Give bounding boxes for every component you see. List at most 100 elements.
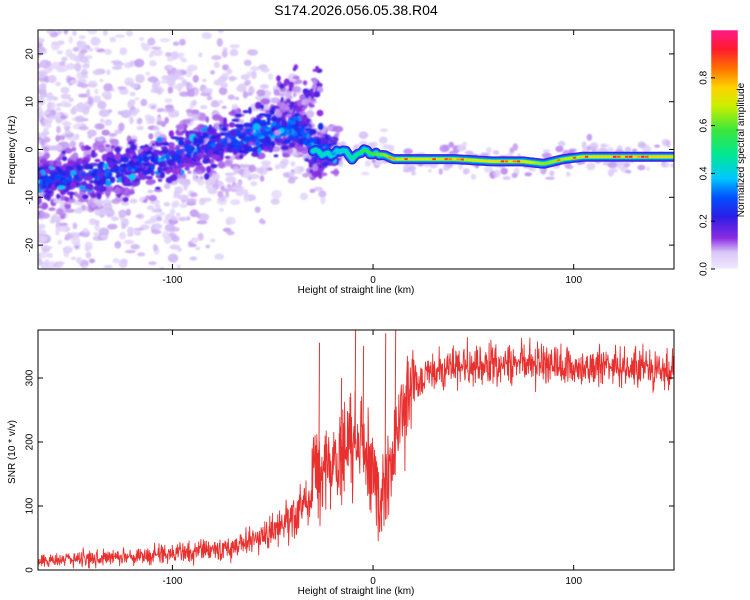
spectrogram-blob xyxy=(129,153,134,158)
spectrogram-blob xyxy=(87,30,98,35)
spectrogram-blob xyxy=(56,160,62,167)
spectrogram-blob xyxy=(50,145,58,151)
spectrogram-blob xyxy=(135,74,145,84)
spectrogram-blob xyxy=(293,92,297,98)
spectrogram-blob xyxy=(206,96,213,101)
spectrogram-blob xyxy=(75,115,85,123)
spectrogram-blob xyxy=(38,38,45,43)
spectrogram-blob xyxy=(148,115,156,125)
spectrogram-blob xyxy=(82,63,90,69)
spectrogram-blob xyxy=(69,170,77,176)
spectrogram-blob xyxy=(104,119,113,126)
spectrogram-blob xyxy=(101,154,107,162)
spectrogram-blob xyxy=(48,207,56,212)
spectrogram-blob xyxy=(157,170,162,174)
spectrogram-blob xyxy=(322,162,330,167)
spectrogram-blob xyxy=(311,84,317,90)
spectrogram-blob xyxy=(295,146,305,151)
spectrogram-blob xyxy=(39,59,51,69)
spectrogram-blob xyxy=(250,181,258,187)
spectrogram-blob xyxy=(283,138,291,145)
spectrogram-blob xyxy=(232,147,238,155)
spectrogram-blob xyxy=(184,162,191,168)
spectrogram-blob xyxy=(127,165,132,172)
spectrogram-blob xyxy=(637,141,646,149)
spectrogram-blob xyxy=(637,164,646,171)
spectrogram-blob xyxy=(411,171,416,176)
spectrogram-blob xyxy=(176,264,181,269)
spectrogram-blob xyxy=(49,190,53,194)
y-tick-label: -20 xyxy=(25,237,36,252)
spectrogram-blob xyxy=(184,139,193,145)
spectrogram-blob xyxy=(239,154,244,159)
spectrogram-blob xyxy=(283,80,289,87)
spectrogram-blob xyxy=(42,118,53,124)
spectrogram-blob xyxy=(119,231,126,240)
x-tick-label: -100 xyxy=(162,275,182,286)
spectrogram-blob xyxy=(60,93,71,100)
spectrogram-blob xyxy=(69,194,73,200)
spectrogram-blob xyxy=(271,116,276,122)
spectrogram-blob xyxy=(46,30,55,34)
spectrogram-blob xyxy=(291,124,299,129)
spectrogram-blob xyxy=(182,157,192,164)
spectrogram-blob xyxy=(246,92,253,96)
spectrogram-blob xyxy=(218,99,224,104)
spectrogram-blob xyxy=(53,197,62,204)
spectrogram-blob xyxy=(155,186,161,190)
spectrogram-blob xyxy=(228,122,236,128)
spectrogram-blob xyxy=(200,197,212,202)
spectrogram-blob xyxy=(611,167,618,173)
spectrogram-blob xyxy=(61,56,68,62)
spectrogram-blob xyxy=(492,150,500,155)
spectrogram-blob xyxy=(94,208,106,217)
spectrogram-blob xyxy=(320,196,326,205)
spectrogram-blob xyxy=(170,226,180,232)
spectrogram-blob xyxy=(102,30,108,36)
spectrogram-blob xyxy=(248,141,253,146)
spectrogram-blob xyxy=(151,229,162,235)
spectrogram-blob xyxy=(142,146,149,151)
spectrogram-blob xyxy=(202,78,207,83)
spectrogram-blob xyxy=(186,144,193,152)
spectrogram-blob xyxy=(51,41,60,46)
spectrogram-blob xyxy=(159,266,165,269)
spectrogram-blob xyxy=(103,202,113,212)
spectrogram-blob xyxy=(167,158,175,166)
snr-y-ticks: 0 100 200 300 xyxy=(25,369,674,573)
spectrogram-blob xyxy=(178,53,184,61)
spectrogram-blob xyxy=(198,116,208,122)
spectrogram-blob xyxy=(182,119,192,124)
spectrogram-blob xyxy=(70,256,77,260)
spectrogram-blob xyxy=(485,147,492,153)
spectrogram-blob xyxy=(282,153,291,158)
spectrogram-blob xyxy=(78,126,89,131)
spectrogram-blob xyxy=(51,61,61,70)
spectrogram-blob xyxy=(130,83,139,89)
spectrogram-blob xyxy=(157,107,166,112)
spectrogram-blob xyxy=(183,182,188,191)
spectrogram-blob xyxy=(254,101,262,110)
spectrogram-blob xyxy=(226,68,233,75)
spectrogram-blob xyxy=(156,140,164,147)
spectrogram-blob xyxy=(269,108,276,115)
snr-panel: -100 0 100 0 100 200 300 Height of straight l… xyxy=(7,329,675,597)
y-tick-label: 20 xyxy=(25,48,36,60)
spectrogram-blob xyxy=(121,202,130,206)
spectrogram-blob xyxy=(61,156,68,162)
spectrogram-blob xyxy=(302,80,308,86)
spectrogram-y-label: Frequency (Hz) xyxy=(7,116,18,185)
spectrogram-blob xyxy=(38,42,43,48)
spectrogram-blob xyxy=(242,136,251,143)
spectrogram-blob xyxy=(43,248,49,252)
spectrogram-blob xyxy=(89,165,94,170)
spectrogram-blob xyxy=(63,247,70,252)
spectrogram-blob xyxy=(242,110,249,114)
spectrogram-blob xyxy=(164,183,171,190)
spectrogram-blob xyxy=(439,144,450,153)
spectrogram-blob xyxy=(210,70,216,75)
spectrogram-blob xyxy=(38,151,45,158)
spectrogram-blob xyxy=(645,166,651,171)
spectrogram-blob xyxy=(151,153,156,161)
spectrogram-blob xyxy=(164,98,173,103)
